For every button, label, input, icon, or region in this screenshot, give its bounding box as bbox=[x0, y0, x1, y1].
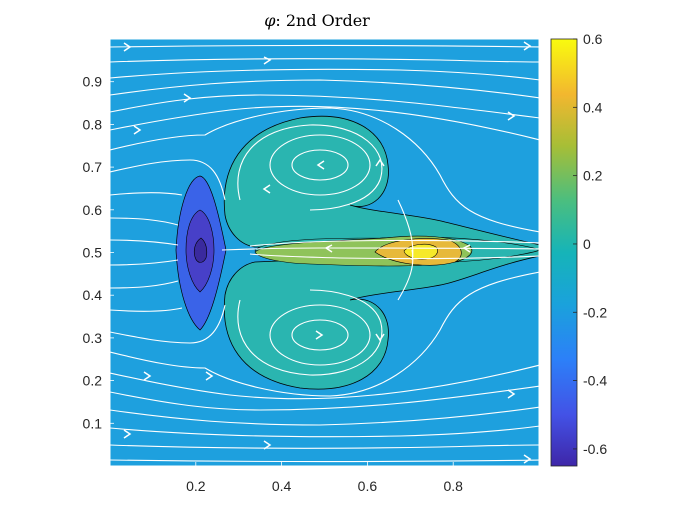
arrow-icon bbox=[123, 42, 132, 52]
streamline bbox=[110, 192, 183, 196]
arrow-icon bbox=[316, 160, 325, 170]
colorbar-tick-label: 0.6 bbox=[583, 31, 603, 47]
colorbar-tick-label: 0.2 bbox=[583, 168, 603, 184]
streamline bbox=[110, 105, 539, 141]
plot-area bbox=[110, 39, 539, 466]
streamline bbox=[269, 134, 371, 196]
streamline bbox=[110, 79, 539, 99]
y-axis: 0.1 0.2 0.3 0.4 0.5 0.6 0.7 0.8 0.9 bbox=[83, 74, 114, 431]
colorbar-tick-label: -0.6 bbox=[583, 441, 607, 457]
streamline bbox=[110, 444, 539, 449]
streamline bbox=[291, 319, 349, 351]
colorbar-tick-label: 0 bbox=[583, 236, 591, 252]
streamline bbox=[110, 58, 539, 63]
y-tick-label: 0.8 bbox=[83, 116, 103, 132]
arrow-icon bbox=[262, 184, 271, 194]
arrow-icon bbox=[507, 389, 516, 399]
arrow-icon bbox=[375, 158, 385, 167]
streamline bbox=[110, 217, 179, 226]
arrow-icon bbox=[133, 125, 142, 135]
streamline bbox=[237, 124, 383, 211]
streamline bbox=[110, 385, 539, 411]
arrow-icon bbox=[375, 333, 385, 342]
streamline bbox=[221, 247, 539, 251]
arrow-icon bbox=[263, 56, 272, 65]
arrow-icon bbox=[462, 244, 471, 253]
streamline bbox=[110, 280, 179, 289]
streamline bbox=[110, 406, 539, 426]
streamline bbox=[110, 94, 539, 119]
title-symbol: φ bbox=[264, 11, 276, 30]
arrow-icon bbox=[315, 330, 324, 340]
x-tick-label: 0.6 bbox=[358, 478, 378, 494]
arrow-icon bbox=[183, 93, 192, 103]
arrow-icon bbox=[507, 111, 516, 121]
negative-core bbox=[193, 237, 208, 263]
streamline bbox=[291, 149, 349, 181]
streamline bbox=[269, 304, 371, 366]
x-axis: 0.2 0.4 0.6 0.8 bbox=[186, 462, 463, 494]
streamline bbox=[110, 304, 226, 344]
streamline bbox=[397, 249, 414, 301]
streamline bbox=[110, 364, 539, 400]
arrow-icon bbox=[205, 371, 214, 381]
arrow-icon bbox=[523, 454, 532, 464]
x-tick-label: 0.4 bbox=[272, 478, 292, 494]
y-tick-label: 0.6 bbox=[83, 202, 103, 218]
colorbar-frame bbox=[550, 38, 578, 467]
arrow-icon bbox=[324, 244, 333, 253]
colorbar: 0.6 0.4 0.2 0 -0.2 -0.4 -0.6 bbox=[550, 31, 607, 467]
y-tick-label: 0.1 bbox=[83, 415, 103, 431]
streamline bbox=[110, 307, 183, 312]
colorbar-tick-label: -0.4 bbox=[583, 373, 607, 389]
y-tick-label: 0.2 bbox=[83, 373, 103, 389]
streamline bbox=[110, 68, 539, 81]
streamline bbox=[249, 239, 539, 247]
chart-title: φ: 2nd Order bbox=[264, 11, 370, 30]
colorbar-gradient bbox=[551, 39, 577, 466]
streamline bbox=[110, 459, 539, 463]
arrow-icon bbox=[263, 440, 272, 450]
y-tick-label: 0.4 bbox=[83, 287, 103, 303]
arrow-icon bbox=[123, 429, 132, 439]
streamline-arrows bbox=[123, 41, 532, 464]
streamline bbox=[110, 425, 539, 438]
colorbar-tick-label: -0.2 bbox=[583, 304, 607, 320]
arrow-icon bbox=[523, 41, 532, 51]
y-tick-label: 0.7 bbox=[83, 159, 103, 175]
streamline bbox=[110, 107, 539, 233]
streamline bbox=[110, 259, 179, 266]
colorbar-tick-label: 0.4 bbox=[583, 99, 603, 115]
arrow-icon bbox=[143, 371, 152, 381]
y-tick-label: 0.9 bbox=[83, 74, 103, 90]
y-tick-label: 0.5 bbox=[83, 245, 103, 261]
x-tick-label: 0.2 bbox=[186, 478, 206, 494]
streamline bbox=[110, 159, 226, 201]
streamline bbox=[110, 271, 539, 397]
streamline bbox=[110, 44, 539, 48]
streamline bbox=[110, 239, 179, 246]
streamline bbox=[237, 289, 383, 376]
streamline bbox=[249, 253, 539, 260]
x-tick-label: 0.8 bbox=[443, 478, 463, 494]
title-rest: : 2nd Order bbox=[275, 11, 370, 30]
y-tick-label: 0.3 bbox=[83, 330, 103, 346]
streamlines bbox=[110, 44, 539, 463]
upper-vortex-region bbox=[223, 115, 539, 251]
colorbar-ticks: 0.6 0.4 0.2 0 -0.2 -0.4 -0.6 bbox=[573, 31, 607, 457]
